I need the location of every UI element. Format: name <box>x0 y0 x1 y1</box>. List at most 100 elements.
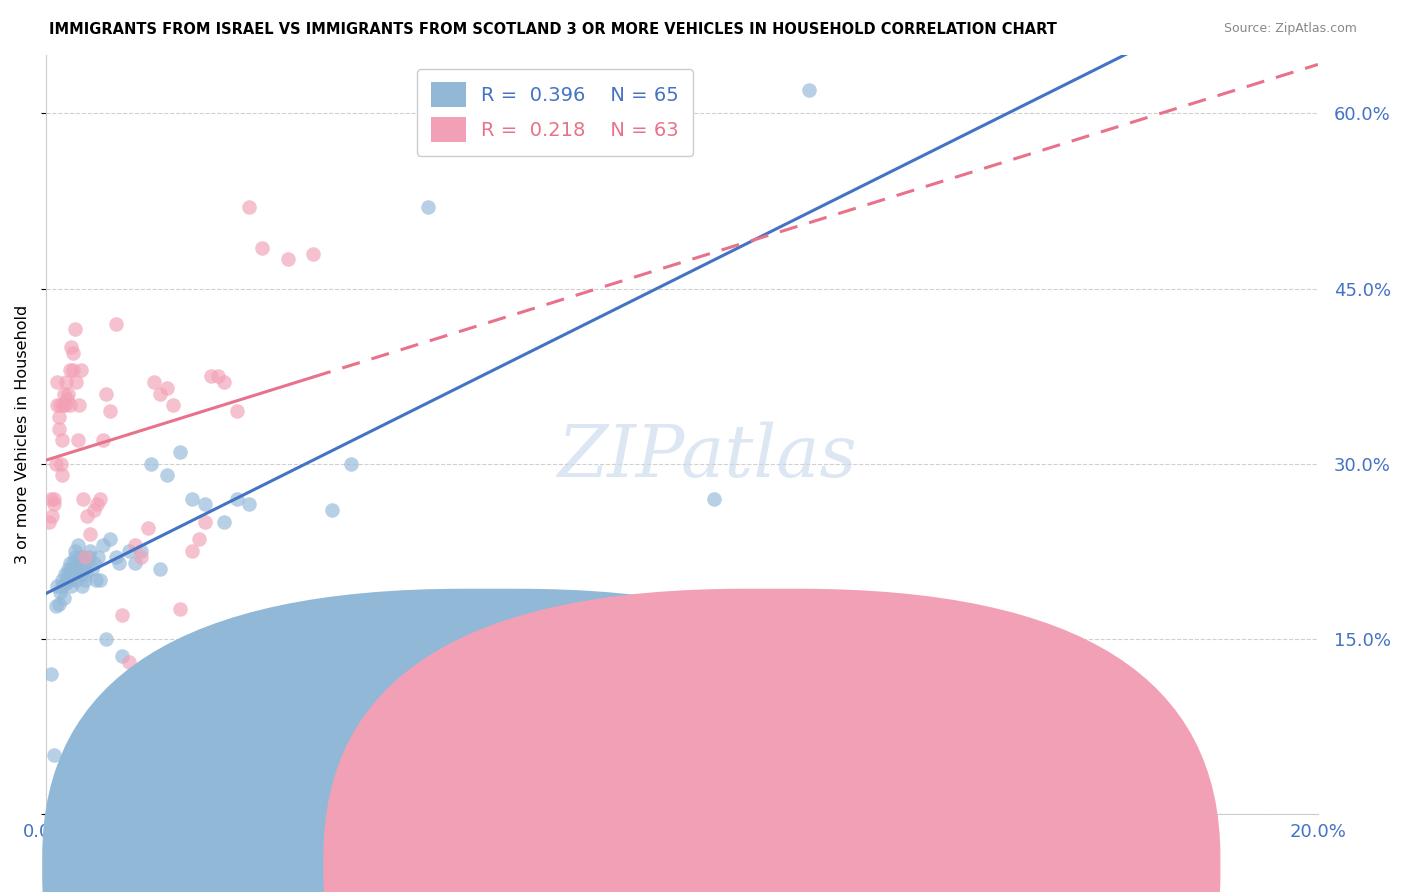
Point <box>52 398 75 412</box>
Point <box>49 457 72 471</box>
Point <box>49 398 72 412</box>
Point <box>72 491 94 506</box>
Point <box>48 597 70 611</box>
Point <box>66 434 89 448</box>
Point <box>149 561 172 575</box>
Point <box>51 579 73 593</box>
Point <box>51 468 73 483</box>
Point <box>108 556 131 570</box>
Point <box>58 386 80 401</box>
Point <box>117 655 139 669</box>
Point <box>53 398 76 412</box>
Point <box>225 404 247 418</box>
Point <box>250 241 273 255</box>
Point <box>46 579 69 593</box>
Point <box>139 457 162 471</box>
Point <box>58 567 80 582</box>
Point <box>65 573 87 587</box>
Point <box>91 538 114 552</box>
Point <box>169 445 191 459</box>
Point <box>56 573 79 587</box>
Point <box>156 468 179 483</box>
Point <box>104 317 127 331</box>
Point <box>63 549 86 564</box>
Point <box>238 497 260 511</box>
Point <box>72 549 94 564</box>
Point <box>200 369 222 384</box>
Point <box>51 434 73 448</box>
Point <box>44 599 66 613</box>
Point <box>212 515 235 529</box>
Point <box>60 561 83 575</box>
Point <box>51 573 73 587</box>
Point <box>111 649 134 664</box>
Point <box>124 538 146 552</box>
Point <box>76 509 98 524</box>
Point <box>62 567 84 582</box>
Point <box>302 246 325 260</box>
Legend: R =  0.396    N = 65, R =  0.218    N = 63: R = 0.396 N = 65, R = 0.218 N = 63 <box>418 69 693 155</box>
Point <box>62 363 84 377</box>
Text: Immigrants from Israel: Immigrants from Israel <box>534 852 724 870</box>
Point <box>149 386 172 401</box>
Point <box>62 345 84 359</box>
Point <box>42 491 65 506</box>
Point <box>96 632 118 646</box>
Point <box>63 544 86 558</box>
Point <box>65 561 87 575</box>
Point <box>48 421 70 435</box>
Point <box>89 573 111 587</box>
Point <box>416 200 439 214</box>
Point <box>83 503 105 517</box>
Point <box>58 363 80 377</box>
Point <box>42 748 65 763</box>
Point <box>194 497 217 511</box>
Point <box>91 434 114 448</box>
Point <box>55 575 77 590</box>
Point <box>84 573 107 587</box>
Point <box>75 549 97 564</box>
Point <box>143 375 166 389</box>
Point <box>98 404 121 418</box>
Point <box>62 556 84 570</box>
Point <box>79 544 101 558</box>
Point <box>131 549 153 564</box>
Point <box>181 491 204 506</box>
Point <box>67 398 90 412</box>
Point <box>48 409 70 424</box>
Text: ZIPatlas: ZIPatlas <box>558 422 858 492</box>
Point <box>45 375 67 389</box>
Point <box>225 491 247 506</box>
Point <box>58 561 80 575</box>
Point <box>162 398 184 412</box>
Point <box>73 556 96 570</box>
Y-axis label: 3 or more Vehicles in Household: 3 or more Vehicles in Household <box>15 305 30 564</box>
Point <box>46 398 69 412</box>
Point <box>212 375 235 389</box>
Point <box>53 567 76 582</box>
Point <box>194 515 217 529</box>
Point <box>77 549 100 564</box>
Point <box>131 544 153 558</box>
Point <box>277 252 299 267</box>
Point <box>67 549 90 564</box>
Point <box>89 491 111 506</box>
Text: Source: ZipAtlas.com: Source: ZipAtlas.com <box>1223 22 1357 36</box>
Point <box>238 200 260 214</box>
Point <box>174 649 197 664</box>
Point <box>98 533 121 547</box>
Text: IMMIGRANTS FROM ISRAEL VS IMMIGRANTS FROM SCOTLAND 3 OR MORE VEHICLES IN HOUSEHO: IMMIGRANTS FROM ISRAEL VS IMMIGRANTS FRO… <box>49 22 1057 37</box>
Point <box>66 538 89 552</box>
Point <box>156 381 179 395</box>
Point <box>104 549 127 564</box>
Point <box>124 556 146 570</box>
Point <box>65 375 87 389</box>
Point <box>60 340 83 354</box>
Point <box>207 369 229 384</box>
Point <box>797 83 820 97</box>
Point <box>70 363 93 377</box>
Point <box>321 503 343 517</box>
Point <box>76 556 98 570</box>
Point <box>39 491 62 506</box>
Point <box>52 386 75 401</box>
